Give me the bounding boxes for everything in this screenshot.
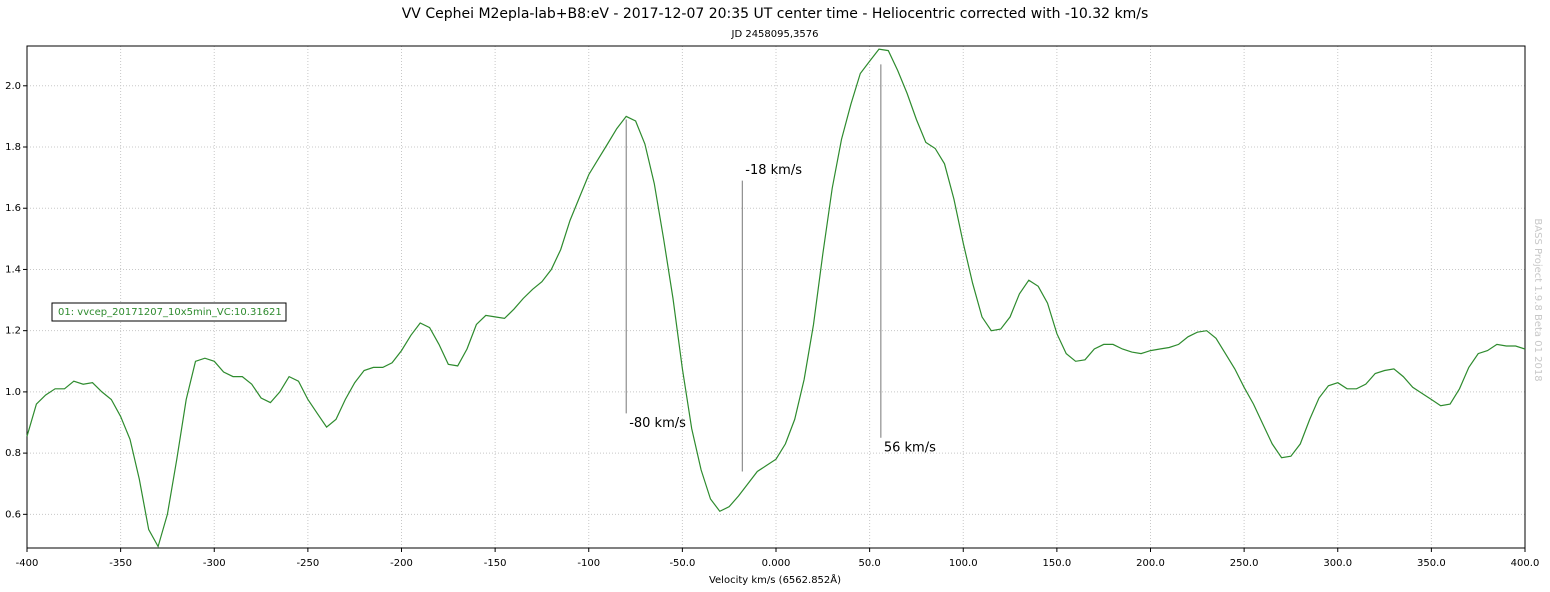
plot-frame bbox=[26, 45, 1526, 549]
x-tick-label: -250 bbox=[297, 558, 320, 569]
x-tick-label: 100.0 bbox=[949, 558, 978, 569]
legend-box bbox=[51, 302, 287, 322]
x-tick-label: -350 bbox=[109, 558, 132, 569]
x-tick-label: 0.000 bbox=[762, 558, 791, 569]
annotation-label: -80 km/s bbox=[629, 416, 686, 431]
x-tick-label: 350.0 bbox=[1417, 558, 1446, 569]
y-tick-label: 0.8 bbox=[5, 448, 21, 459]
x-tick-label: -50.0 bbox=[669, 558, 695, 569]
x-tick-label: -300 bbox=[203, 558, 226, 569]
x-tick-label: 150.0 bbox=[1043, 558, 1072, 569]
y-tick-label: 1.0 bbox=[5, 387, 21, 398]
watermark: BASS Project 1.9.8 Beta 01 2018 bbox=[1532, 218, 1543, 381]
chart-subtitle: JD 2458095,3576 bbox=[731, 29, 819, 40]
chart-title: VV Cephei M2epla-lab+B8:eV - 2017-12-07 … bbox=[402, 6, 1149, 22]
x-tick-label: 200.0 bbox=[1136, 558, 1165, 569]
y-tick-label: 0.6 bbox=[5, 509, 21, 520]
x-tick-label: 400.0 bbox=[1511, 558, 1540, 569]
x-axis-label: Velocity km/s (6562.852Å) bbox=[709, 573, 841, 586]
y-tick-label: 1.2 bbox=[5, 326, 21, 337]
x-tick-label: 50.0 bbox=[858, 558, 880, 569]
annotation-label: -18 km/s bbox=[745, 163, 802, 178]
x-tick-label: -150 bbox=[484, 558, 507, 569]
data-line bbox=[26, 48, 1526, 549]
y-tick-label: 1.6 bbox=[5, 203, 21, 214]
x-tick-label: 300.0 bbox=[1323, 558, 1352, 569]
x-tick-label: 250.0 bbox=[1230, 558, 1259, 569]
annotation-label: 56 km/s bbox=[884, 440, 936, 455]
y-tick-label: 1.8 bbox=[5, 142, 21, 153]
y-tick-label: 2.0 bbox=[5, 81, 21, 92]
x-tick-label: -100 bbox=[577, 558, 600, 569]
x-tick-label: -400 bbox=[16, 558, 39, 569]
y-tick-label: 1.4 bbox=[5, 264, 21, 275]
x-tick-label: -200 bbox=[390, 558, 413, 569]
legend-label: 01: vvcep_20171207_10x5min_VC:10.31621 bbox=[58, 307, 282, 318]
